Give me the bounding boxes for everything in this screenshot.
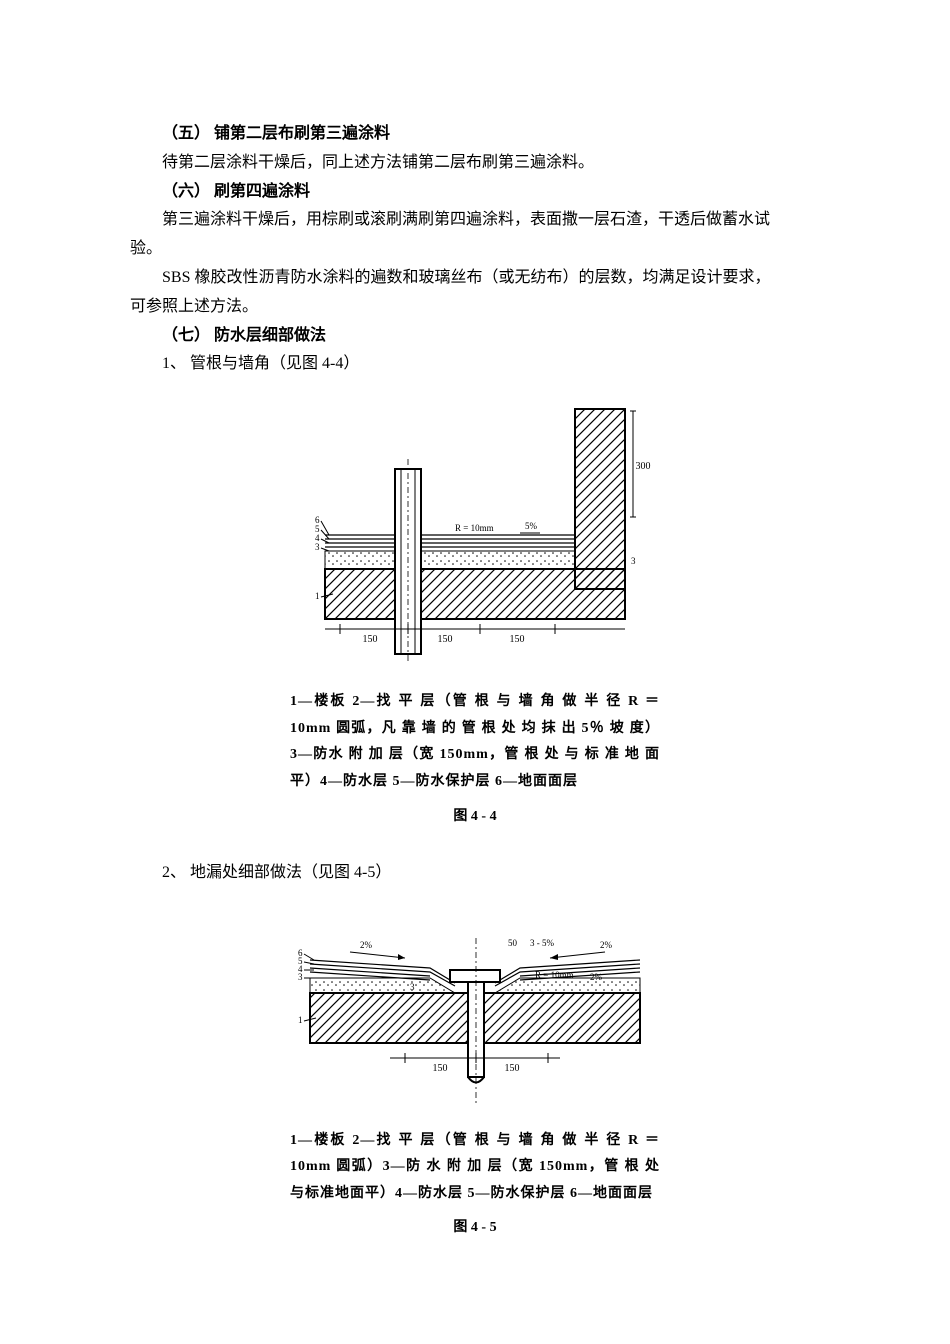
- svg-text:1: 1: [298, 1015, 303, 1025]
- svg-text:2%: 2%: [590, 972, 603, 982]
- svg-text:3: 3: [410, 982, 415, 992]
- heading-section-5: （五） 铺第二层布刷第三遍涂料: [130, 120, 820, 149]
- svg-text:R = 10mm: R = 10mm: [535, 970, 574, 980]
- svg-text:2%: 2%: [600, 940, 613, 950]
- svg-text:1: 1: [315, 591, 320, 601]
- svg-text:3: 3: [631, 556, 636, 566]
- figure-4-4-block: 300 R = 10mm 5% 6 5 4 3 1 3 1: [130, 399, 820, 829]
- svg-text:3 - 5%: 3 - 5%: [530, 938, 554, 948]
- svg-text:300: 300: [636, 461, 651, 472]
- svg-text:R = 10mm: R = 10mm: [455, 523, 494, 533]
- figure-4-4-caption: 1—楼板 2—找 平 层（管 根 与 墙 角 做 半 径 R ＝ 10mm 圆弧…: [290, 689, 660, 795]
- figure-4-5-block: 2% 2% 3 - 5% 50 R = 10mm 2% 6 5 4 3 1 3 …: [130, 908, 820, 1241]
- figure-4-5-caption: 1—楼板 2—找 平 层（管 根 与 墙 角 做 半 径 R ＝ 10mm 圆弧…: [290, 1128, 660, 1208]
- paragraph-s6-1c: 验。: [130, 235, 820, 264]
- figure-4-4-svg: 300 R = 10mm 5% 6 5 4 3 1 3 1: [295, 399, 655, 669]
- svg-text:150: 150: [510, 634, 525, 645]
- svg-text:150: 150: [438, 634, 453, 645]
- svg-text:50: 50: [508, 938, 518, 948]
- svg-text:150: 150: [433, 1063, 448, 1074]
- svg-text:3: 3: [298, 972, 303, 982]
- heading-section-6: （六） 刷第四遍涂料: [130, 178, 820, 207]
- svg-text:5%: 5%: [525, 521, 538, 531]
- svg-text:150: 150: [505, 1063, 520, 1074]
- svg-text:150: 150: [363, 634, 378, 645]
- paragraph-s6-1: 第三遍涂料干燥后，用棕刷或滚刷满刷第四遍涂料，表面撒一层石渣，干透后做蓄水试: [130, 206, 820, 235]
- heading-section-7: （七） 防水层细部做法: [130, 322, 820, 351]
- svg-text:3: 3: [315, 542, 320, 552]
- svg-text:2%: 2%: [360, 940, 373, 950]
- paragraph-s6-2: SBS 橡胶改性沥青防水涂料的遍数和玻璃丝布（或无纺布）的层数，均满足设计要求，: [130, 264, 820, 293]
- list-item-1: 1、 管根与墙角（见图 4-4）: [130, 350, 820, 379]
- figure-4-5-svg: 2% 2% 3 - 5% 50 R = 10mm 2% 6 5 4 3 1 3 …: [290, 908, 660, 1108]
- list-item-2: 2、 地漏处细部做法（见图 4-5）: [130, 859, 820, 888]
- paragraph-s6-2c: 可参照上述方法。: [130, 293, 820, 322]
- paragraph-s5: 待第二层涂料干燥后，同上述方法铺第二层布刷第三遍涂料。: [130, 149, 820, 178]
- figure-4-4-label: 图 4 - 4: [130, 804, 820, 829]
- figure-4-5-label: 图 4 - 5: [130, 1215, 820, 1240]
